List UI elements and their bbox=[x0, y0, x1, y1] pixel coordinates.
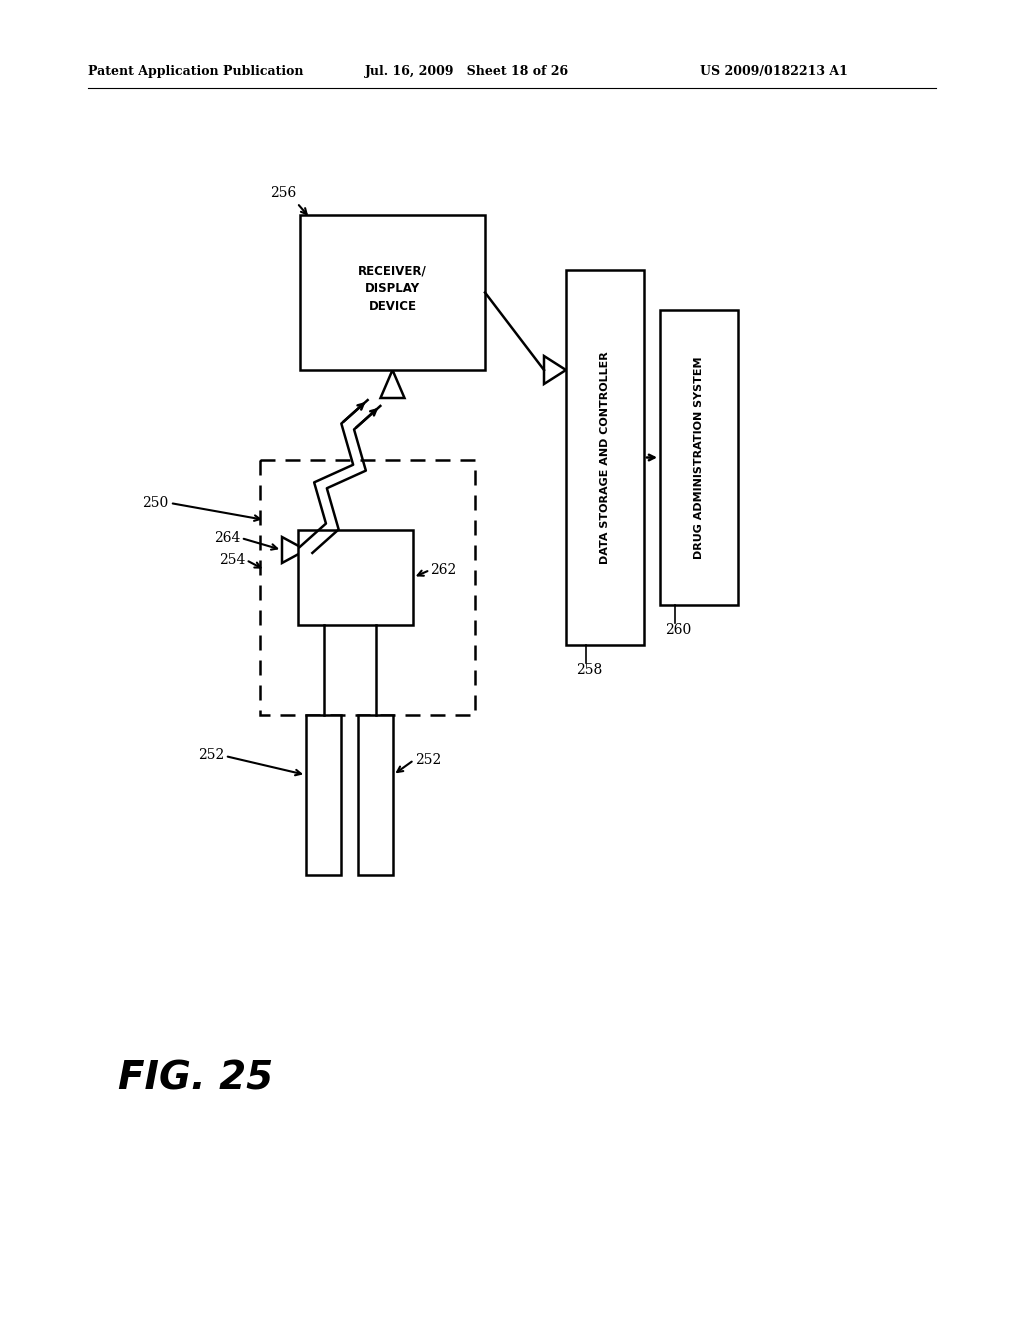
Text: 252: 252 bbox=[198, 748, 224, 762]
Bar bbox=[660, 310, 738, 605]
Text: DEVICE: DEVICE bbox=[369, 300, 417, 313]
Bar bbox=[260, 459, 475, 715]
Text: 254: 254 bbox=[219, 553, 245, 568]
Bar bbox=[306, 715, 341, 875]
Text: US 2009/0182213 A1: US 2009/0182213 A1 bbox=[700, 66, 848, 78]
Text: Patent Application Publication: Patent Application Publication bbox=[88, 66, 303, 78]
Text: DRUG ADMINISTRATION SYSTEM: DRUG ADMINISTRATION SYSTEM bbox=[694, 356, 705, 558]
Text: 258: 258 bbox=[575, 663, 602, 677]
Text: 264: 264 bbox=[214, 531, 240, 545]
Text: Jul. 16, 2009   Sheet 18 of 26: Jul. 16, 2009 Sheet 18 of 26 bbox=[365, 66, 569, 78]
Bar bbox=[298, 531, 413, 624]
Bar bbox=[358, 715, 393, 875]
Bar bbox=[566, 271, 644, 645]
Text: 262: 262 bbox=[430, 564, 457, 577]
Text: FIG. 25: FIG. 25 bbox=[118, 1060, 273, 1098]
Text: 256: 256 bbox=[269, 186, 296, 201]
Text: DISPLAY: DISPLAY bbox=[365, 282, 420, 294]
Text: DATA STORAGE AND CONTROLLER: DATA STORAGE AND CONTROLLER bbox=[600, 351, 610, 564]
Bar bbox=[300, 215, 485, 370]
Text: RECEIVER/: RECEIVER/ bbox=[358, 264, 427, 277]
Text: 252: 252 bbox=[415, 752, 441, 767]
Text: 250: 250 bbox=[141, 496, 168, 510]
Text: 260: 260 bbox=[665, 623, 691, 638]
